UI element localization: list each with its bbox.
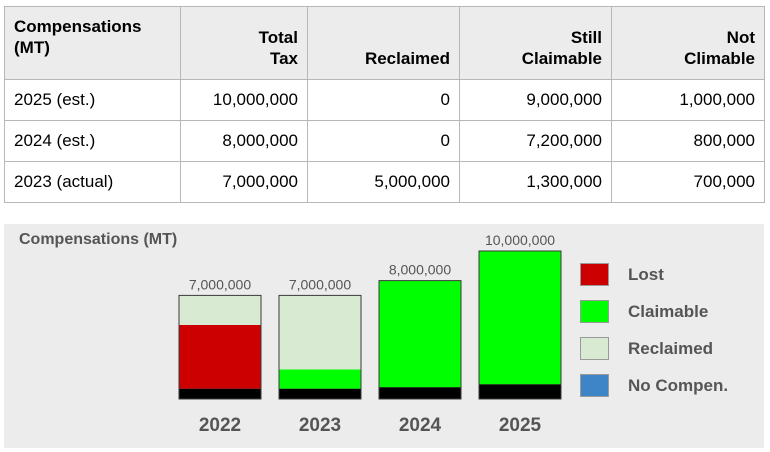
legend-label: Lost [628,265,664,284]
table-cell: 1,000,000 [611,79,765,121]
bar-segment [379,387,461,399]
bar-segment [479,384,561,399]
column-header: Compensations (MT) [4,6,181,80]
legend-swatch [580,263,609,286]
bar-segment [179,388,261,399]
row-label-cell: 2023 (actual) [4,161,181,203]
table-cell: 8,000,000 [180,120,308,162]
table-cell: 9,000,000 [459,79,612,121]
bar-outline [478,250,562,400]
table-row: 2025 (est.) 10,000,000 0 9,000,000 1,000,000 [4,79,765,121]
chart-panel: 7,000,000 2022 7,000,000 2023 8,000,000 2024 1… [4,224,764,448]
column-header: Not Climable [611,6,765,80]
bar-outline [378,280,462,400]
table-cell: 5,000,000 [307,161,460,203]
legend-swatch [580,374,609,397]
bar-total-label: 7,000,000 [289,276,351,292]
bar-total-label: 7,000,000 [189,276,251,292]
bar-segment [279,369,361,389]
row-label-cell: 2024 (est.) [4,120,181,162]
bar-segment [379,280,461,388]
legend-label: No Compen. [628,376,729,395]
category-label: 2022 [199,415,241,436]
column-header: Reclaimed [307,6,460,80]
table-row: 2024 (est.) 8,000,000 0 7,200,000 800,000 [4,120,765,162]
bar-segment [179,325,261,389]
legend-swatch [580,300,609,323]
bar-total-label: 10,000,000 [485,232,555,248]
column-header: Total Tax [180,6,308,80]
table-cell: 700,000 [611,161,765,203]
category-label: 2024 [399,415,442,436]
bar-segment [279,295,361,370]
legend-swatch [580,337,609,360]
row-label-cell: 2025 (est.) [4,79,181,121]
category-label: 2025 [499,415,542,436]
table-cell: 10,000,000 [180,79,308,121]
table-cell: 800,000 [611,120,765,162]
table-cell: 7,000,000 [180,161,308,203]
chart-title: Compensations (MT) [19,231,178,248]
bar-segment [279,388,361,399]
bar-outline [278,294,362,400]
table-cell: 0 [307,120,460,162]
bar-segment [179,295,261,325]
legend-label: Reclaimed [628,339,714,358]
bar-segment [479,251,561,385]
table-cell: 0 [307,79,460,121]
bar-total-label: 8,000,000 [389,262,451,278]
column-header: Still Claimable [459,6,612,80]
legend-label: Claimable [628,302,709,321]
table-row: 2023 (actual) 7,000,000 5,000,000 1,300,000… [4,161,765,203]
table-cell: 1,300,000 [459,161,612,203]
category-label: 2023 [299,415,341,436]
compensations-table: Compensations (MT) Total Tax Reclaimed Still C… [4,6,765,203]
table-header-row: Compensations (MT) Total Tax Reclaimed Still C… [4,6,765,80]
compensations-chart: 7,000,000 2022 7,000,000 2023 8,000,000 2024 1… [178,232,562,436]
bar-outline [178,294,262,400]
table-cell: 7,200,000 [459,120,612,162]
